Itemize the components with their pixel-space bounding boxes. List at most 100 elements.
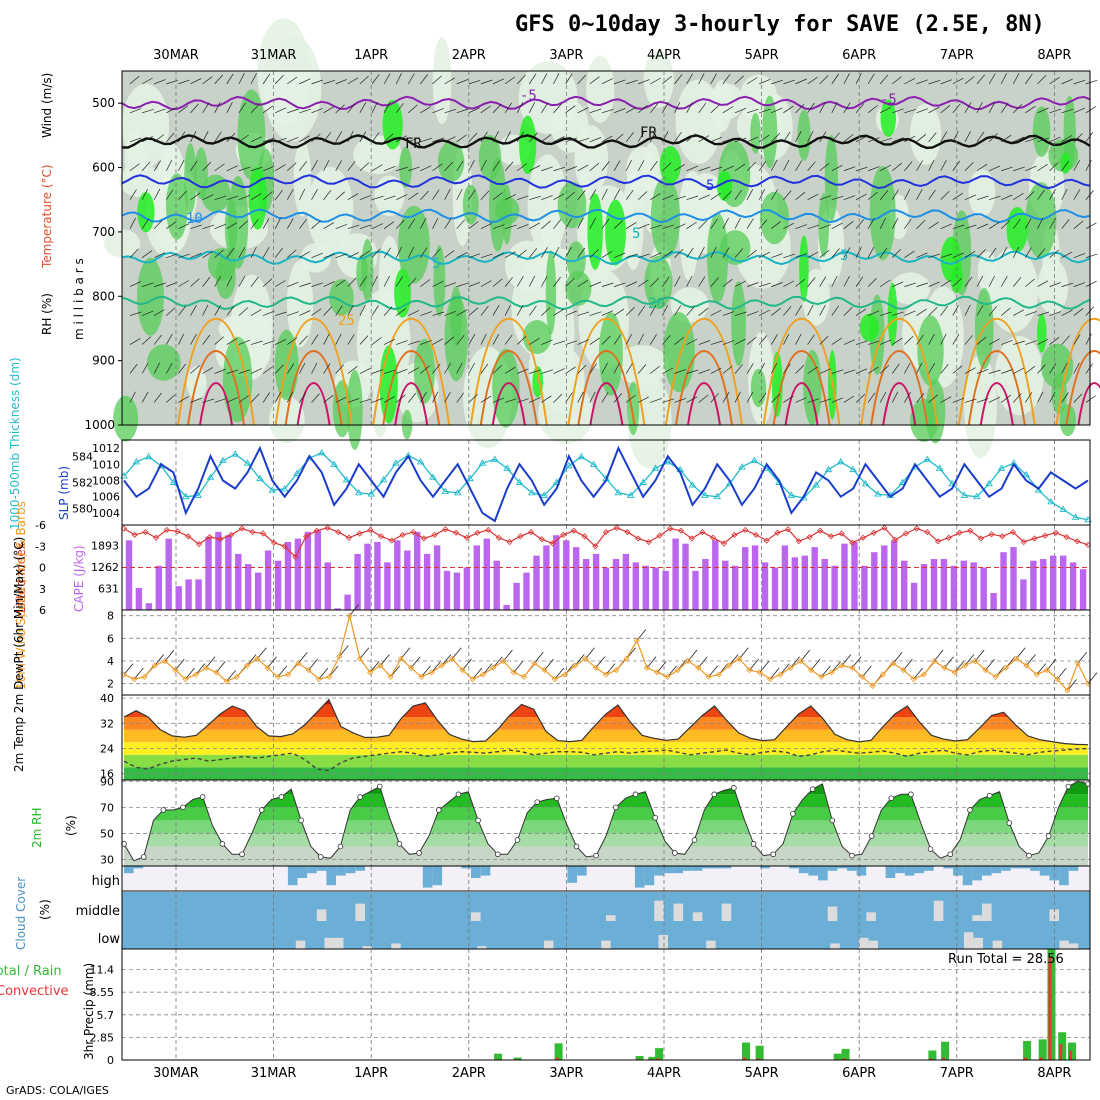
wind-barb: [335, 364, 344, 374]
lifted-index-point: [881, 524, 888, 531]
cloud-high-bar: [885, 866, 896, 878]
wind-barb: [674, 131, 682, 143]
wind-barb: [420, 279, 431, 287]
wind-barb: [1049, 108, 1062, 114]
rh-blob-green: [356, 254, 368, 292]
lifted-index-point: [335, 529, 342, 536]
thickness-point: [144, 452, 153, 460]
wind-barb: [504, 224, 517, 230]
wind-barb: [468, 334, 476, 345]
surface-wind-barb: [369, 661, 380, 673]
wind-barb: [783, 280, 795, 287]
wind-barb: [976, 102, 983, 113]
cloud-high-bar: [953, 866, 963, 876]
rh2m-axis-label: 2m RH: [30, 807, 44, 849]
precip-conv-legend: Convective: [0, 984, 69, 999]
cape-axis-label: CAPE (J/kg): [72, 545, 86, 612]
lifted-index-point: [656, 532, 663, 539]
wind-barb: [153, 334, 162, 345]
wind-barb: [1037, 338, 1049, 345]
wind-barb: [1013, 166, 1025, 172]
wind-barb: [214, 131, 222, 142]
rh-blob-bright: [940, 236, 962, 283]
wind-speed-point: [654, 669, 661, 676]
thickness-point: [280, 485, 289, 492]
lifted-index-point: [313, 527, 320, 534]
wind-barb: [456, 252, 468, 258]
rh2m-line: [123, 780, 1089, 862]
cloud-high-bar: [124, 866, 134, 874]
wind-barb: [807, 224, 820, 230]
wind-barb: [940, 363, 949, 374]
wind-barb: [770, 160, 778, 171]
wind-barb: [347, 77, 359, 85]
surface-wind-barb: [790, 656, 800, 669]
lifted-index-point: [463, 534, 470, 541]
rh-blob-green: [437, 141, 465, 183]
wind-barb: [153, 160, 161, 171]
wind-barb: [795, 278, 806, 287]
wind-barb: [1073, 362, 1080, 374]
cape-bar: [433, 545, 441, 610]
day-label-bottom: 4APR: [646, 1066, 682, 1081]
day-label-bottom: 7APR: [939, 1066, 974, 1081]
lifted-index-point: [827, 533, 834, 540]
wind-barb: [141, 362, 149, 374]
wind-barb: [916, 334, 924, 345]
wind-barb: [625, 281, 638, 287]
rh-blob-green: [462, 184, 479, 225]
wind-barb: [492, 278, 503, 287]
cloud-high-bar: [827, 866, 838, 871]
cape-bar: [871, 552, 878, 610]
precip-total-bar: [755, 1045, 764, 1060]
cape-bar: [1050, 555, 1057, 610]
rh-blob-light: [802, 268, 830, 326]
wind-barb: [238, 102, 246, 114]
wind-barb: [444, 77, 456, 85]
pressure-tick-label: 500: [92, 96, 115, 110]
cloud-high-bar: [721, 866, 732, 869]
wind-speed-point: [377, 662, 384, 669]
rh-blob-green: [627, 381, 640, 435]
wind-barb: [577, 247, 586, 258]
wind-barb: [879, 217, 887, 229]
wind-speed-point: [285, 671, 292, 678]
wind-barb: [710, 104, 720, 114]
wind-barb: [541, 395, 552, 403]
wind-barb: [795, 104, 805, 114]
wind-barb: [335, 253, 348, 258]
surface-wind-barb: [656, 661, 667, 673]
cape-bar: [205, 536, 212, 610]
cloud-high-bar: [837, 866, 847, 869]
rh-blob-green: [917, 315, 944, 387]
wind-barb: [746, 363, 754, 374]
wind-barb: [262, 191, 273, 200]
wind-barb: [190, 305, 197, 316]
cloud-gap-bar: [362, 946, 373, 949]
wind-barb: [625, 363, 633, 374]
wind-barb: [202, 76, 213, 85]
wind-barb: [420, 365, 430, 374]
wind-barb: [686, 338, 698, 345]
wind-barb: [553, 393, 563, 403]
wind-barb: [468, 160, 475, 171]
wind-barb: [311, 393, 320, 403]
wind-barb: [916, 362, 923, 374]
thickness-point: [528, 488, 536, 496]
surface-wind-barb: [544, 658, 554, 671]
wind-barb: [347, 334, 355, 345]
wind-barb: [783, 190, 792, 200]
thickness-point: [317, 449, 326, 456]
wind-barb: [432, 189, 440, 200]
slp-tick-label: 1008: [92, 474, 120, 487]
wind-barb: [746, 136, 759, 143]
warm-contour: [199, 382, 233, 426]
wind-barb: [577, 164, 589, 172]
wind-barb: [214, 368, 227, 374]
wind-barb: [650, 277, 660, 287]
thickness-point: [1022, 470, 1031, 478]
wind-barb: [952, 130, 959, 142]
wind-speed-point: [808, 667, 815, 674]
cloud-high-bar: [307, 866, 317, 874]
wind-barb: [867, 310, 880, 316]
